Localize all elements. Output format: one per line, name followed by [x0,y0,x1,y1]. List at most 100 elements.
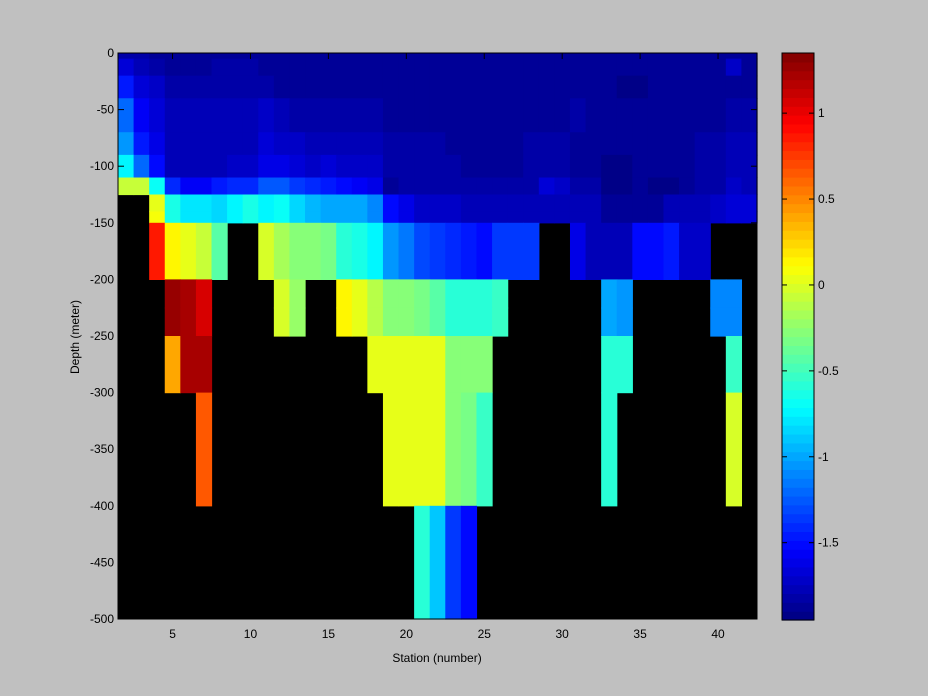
heatmap-cell [429,177,446,196]
heatmap-cell [601,154,618,179]
heatmap-cell [694,177,711,196]
heatmap-cell [305,194,322,213]
heatmap-cell [679,53,696,60]
heatmap-cell [429,222,446,280]
heatmap-cell [211,154,228,179]
heatmap-cell [569,53,587,60]
heatmap-cell [647,98,665,133]
heatmap-cell [429,132,446,156]
heatmap-cell [180,154,197,179]
heatmap-cell [164,279,181,309]
heatmap-cell [445,194,462,213]
heatmap-cell [305,98,322,133]
heatmap-cell [258,75,275,99]
heatmap-cell [445,211,462,224]
heatmap-cell [367,307,384,337]
heatmap-cell [523,177,540,196]
x-tick-label: 10 [244,627,258,641]
heatmap-cell [382,336,400,394]
heatmap-cell [211,132,228,156]
heatmap-cell [445,505,462,620]
heatmap-cell [632,154,649,179]
heatmap-cell [694,154,711,179]
heatmap-cell [476,177,493,196]
heatmap-cell [258,211,275,224]
heatmap-cell [320,222,337,280]
heatmap-cell [554,98,571,133]
colorbar-band [782,425,814,435]
heatmap-cell [382,53,400,60]
heatmap-cell [601,53,618,60]
heatmap-cell [663,177,680,196]
heatmap-cell [227,75,244,99]
heatmap-cell [289,154,306,179]
heatmap-cell [601,58,618,77]
heatmap-cell [523,211,540,224]
heatmap-cell [507,132,524,156]
colorbar-band [782,540,814,550]
heatmap-cell [118,75,135,99]
heatmap-cell [133,177,150,196]
heatmap-cell [320,132,337,156]
heatmap-cell [679,154,696,179]
colorbar-band [782,602,814,612]
heatmap-cell [538,194,555,213]
colorbar-band [782,398,814,408]
colorbar-band [782,557,814,568]
heatmap-cell [492,279,509,309]
colorbar-tick-label: -1.5 [818,536,839,550]
heatmap-cell [273,211,291,224]
heatmap-cell [382,307,400,337]
heatmap-cell [414,98,431,133]
heatmap-cell [710,211,727,224]
heatmap-cell [585,132,602,156]
heatmap-cell [616,154,633,179]
heatmap-cell [180,53,197,60]
heatmap-cell [336,75,353,99]
heatmap-cell [382,58,400,77]
heatmap-cell [507,53,524,60]
heatmap-cell [398,177,415,196]
heatmap-cell [632,98,649,133]
colorbar-band [782,478,814,488]
heatmap-cell [118,132,135,156]
heatmap-cell [242,211,259,224]
heatmap-cell [414,279,431,309]
heatmap-cell [180,336,197,394]
y-tick-label: -300 [90,386,114,400]
heatmap-cell [211,194,228,213]
heatmap-cell [538,211,555,224]
colorbar-band [782,327,814,338]
heatmap-cell [647,177,665,196]
heatmap-cell [320,177,337,196]
heatmap-cell [476,336,493,394]
heatmap-cell [476,58,493,77]
heatmap-cell [663,75,680,99]
heatmap-cell [694,53,711,60]
heatmap-cell [460,194,478,213]
heatmap-cell [429,211,446,224]
heatmap-cell [492,132,509,156]
heatmap-cell [227,53,244,60]
heatmap-cell [725,177,743,196]
heatmap-cell [367,98,384,133]
heatmap-cell [741,177,758,196]
heatmap-cell [554,211,571,224]
heatmap-cell [180,98,197,133]
colorbar-band [782,531,814,541]
y-tick-label: -450 [90,555,114,569]
heatmap-cell [429,307,446,337]
colorbar-band [782,371,814,382]
colorbar-band [782,221,814,231]
heatmap-cell [180,58,197,77]
heatmap-cell [164,177,181,196]
heatmap-cell [382,75,400,99]
y-tick-label: -350 [90,442,114,456]
heatmap-cell [601,392,618,507]
colorbar-band [782,115,814,125]
heatmap-cell [195,177,213,196]
heatmap-cell [133,53,150,60]
heatmap-cell [211,98,228,133]
heatmap-cell [414,211,431,224]
heatmap-cell [647,154,665,179]
